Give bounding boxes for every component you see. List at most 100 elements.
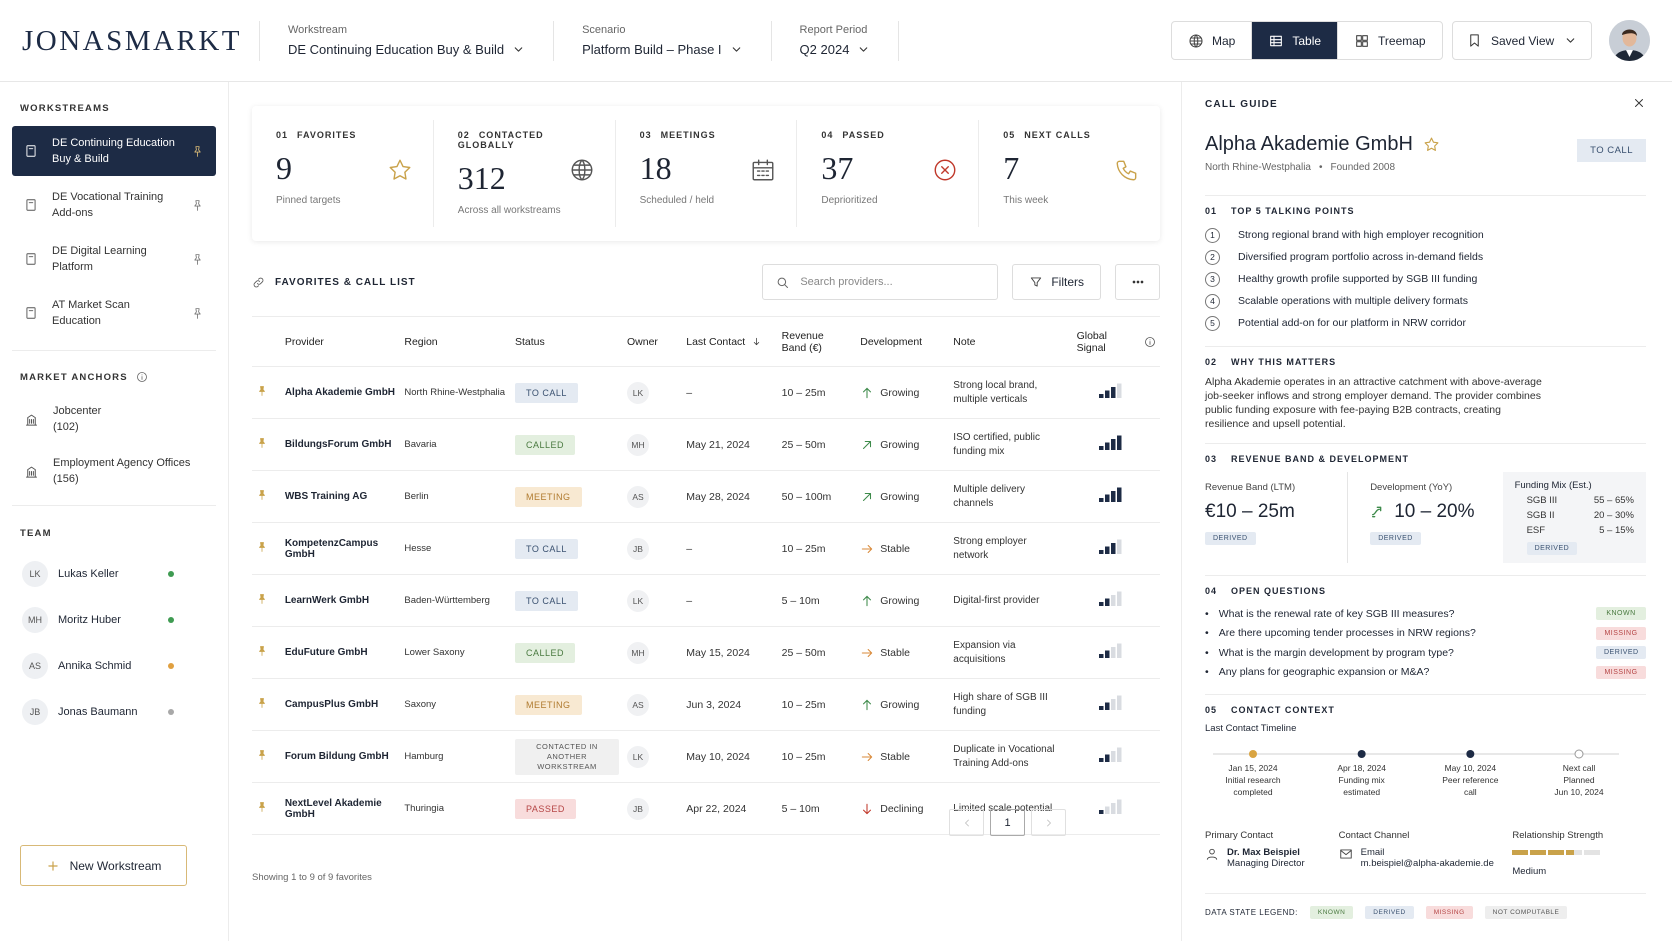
mix-title: Funding Mix (Est.) <box>1514 480 1592 491</box>
icon-pin <box>194 253 201 265</box>
provider-row[interactable]: NextLevel Akademie GmbH Thuringia PASSED JB… <box>252 782 1160 835</box>
icon-doc <box>26 307 36 319</box>
team-member[interactable]: AS Annika Schmid <box>12 643 216 689</box>
icon <box>512 43 525 56</box>
view-button[interactable]: Map <box>1172 22 1253 59</box>
revenue-band: Revenue Band (LTM) €10 – 25m DERIVED <box>1205 472 1347 563</box>
icon <box>860 698 874 712</box>
provider-row[interactable]: EduFuture GmbH Lower Saxony CALLED MH May 15… <box>252 626 1160 679</box>
signal-bar <box>1098 654 1104 658</box>
state-tag: DERIVED <box>1596 646 1646 660</box>
icon <box>191 307 204 320</box>
timeline-line: Peer reference <box>1442 775 1499 785</box>
workstream-item[interactable]: DE Vocational Training Add-ons <box>12 180 216 230</box>
icon <box>1114 157 1140 183</box>
signal-bar <box>1104 546 1110 554</box>
filter-dropdown[interactable]: Scenario Platform Build – Phase I <box>554 20 772 61</box>
next-page[interactable] <box>1031 809 1066 836</box>
signal-bar <box>1104 702 1110 710</box>
team-member[interactable]: MH Moritz Huber <box>12 597 216 643</box>
new-workstream-button[interactable]: New Workstream <box>20 845 187 886</box>
header: JONASMARKT Workstream DE Continuing Educat… <box>0 0 1672 82</box>
column-header[interactable]: Revenue Band (€) <box>777 316 857 367</box>
saved-view[interactable]: Saved View <box>1452 21 1592 60</box>
point-text: Healthy growth profile supported by SGB … <box>1238 273 1478 285</box>
section-number: 05 <box>1205 705 1218 715</box>
team-name: Annika Schmid <box>58 660 132 672</box>
column-header[interactable]: Development <box>856 316 950 367</box>
pin-cell <box>252 626 281 679</box>
column-label-wrap: Development <box>860 336 922 348</box>
icon-dots <box>1132 280 1143 284</box>
kpi-heading: 03 MEETINGS <box>640 130 777 140</box>
status-cell: TO CALL <box>510 574 623 627</box>
signal-bars <box>1098 695 1122 710</box>
section-title: 03 REVENUE BAND & DEVELOPMENT <box>1205 454 1646 464</box>
column-header[interactable]: Last Contact <box>682 316 778 367</box>
filter-label: Workstream <box>288 24 348 36</box>
provider-row[interactable]: BildungsForum GmbH Bavaria CALLED MH May 21,… <box>252 418 1160 471</box>
current-page[interactable]: 1 <box>990 809 1025 836</box>
column-header[interactable]: Note <box>949 316 1073 367</box>
anchor-item[interactable]: Employment Agency Offices (156) <box>12 449 216 493</box>
anchor-item[interactable]: Jobcenter (102) <box>12 397 216 441</box>
close-button[interactable] <box>1632 96 1646 113</box>
main: 01 FAVORITES 9 Pinned targets 02 CONTACTED GL… <box>229 82 1181 941</box>
timeline-line: call <box>1463 787 1477 797</box>
icon-pin <box>259 646 265 656</box>
column-header[interactable]: Global Signal <box>1072 316 1160 367</box>
column-header[interactable]: Provider <box>280 316 401 367</box>
note: Strong local brand, multiple verticals <box>949 366 1073 419</box>
filter-dropdown[interactable]: Report Period Q2 2024 <box>772 20 900 61</box>
last-contact: May 15, 2024 <box>682 626 778 679</box>
view-button[interactable]: Treemap <box>1338 22 1442 59</box>
workstream-item[interactable]: DE Continuing Education Buy & Build <box>12 126 216 176</box>
filters-button[interactable]: Filters <box>1012 264 1101 300</box>
filter-dropdown[interactable]: Workstream DE Continuing Education Buy & … <box>260 20 555 61</box>
workstream-item[interactable]: DE Digital Learning Platform <box>12 234 216 284</box>
icon <box>24 464 39 479</box>
point-text: Potential add-on for our platform in NRW… <box>1238 317 1466 329</box>
search-box[interactable]: Search providers... <box>762 264 999 300</box>
icon-pin <box>259 542 265 552</box>
contact-details: Primary Contact Dr. Max Beispiel Managing … <box>1205 830 1646 877</box>
view-button[interactable]: Table <box>1252 22 1339 59</box>
column-header[interactable]: Status <box>510 316 623 367</box>
provider-row[interactable]: LearnWerk GmbH Baden-Württemberg TO CALL LK… <box>252 574 1160 627</box>
workstream-item[interactable]: AT Market Scan Education <box>12 288 216 338</box>
provider-row[interactable]: Forum Bildung GmbH Hamburg CONTACTED IN AN… <box>252 730 1160 783</box>
kpi-value: 18 <box>639 150 672 186</box>
talking-point: 2 Diversified program portfolio across in… <box>1205 246 1646 268</box>
icon-upright <box>863 440 872 449</box>
last-contact: May 21, 2024 <box>682 418 778 471</box>
column-header[interactable]: Region <box>400 316 511 367</box>
team-member[interactable]: LK Lukas Keller <box>12 551 216 597</box>
avatar[interactable] <box>1609 20 1650 61</box>
development-label: Stable <box>880 750 911 763</box>
column-label-wrap: Status <box>515 336 545 348</box>
prev-page[interactable] <box>949 809 984 836</box>
icon-right <box>862 648 873 657</box>
column-header[interactable]: Owner <box>622 316 683 367</box>
kpi: 02 CONTACTED GLOBALLY 312 Across all workst… <box>434 120 616 227</box>
last-contact: – <box>682 366 778 419</box>
icon-pin <box>194 199 201 211</box>
more-button[interactable] <box>1115 264 1160 300</box>
provider-row[interactable]: CampusPlus GmbH Saxony MEETING AS Jun 3, 202… <box>252 678 1160 731</box>
provider-row[interactable]: Alpha Akademie GmbH North Rhine-Westphali… <box>252 366 1160 419</box>
question-text: Any plans for geographic expansion or M&… <box>1218 666 1430 679</box>
sidebar: WORKSTREAMS DE Continuing Education Buy &… <box>0 82 229 941</box>
icon <box>256 801 268 813</box>
owner-cell: AS <box>622 678 683 731</box>
anchor-count: (156) <box>53 473 79 485</box>
development-label: Stable <box>880 646 911 659</box>
development: Growing <box>860 698 945 712</box>
kpi-number: 03 <box>639 130 652 140</box>
kpi: 01 FAVORITES 9 Pinned targets <box>252 120 434 227</box>
team-member[interactable]: JB Jonas Baumann <box>12 689 216 735</box>
provider-row[interactable]: KompetenzCampus GmbH Hesse TO CALL JB –10 – … <box>252 522 1160 575</box>
signal-cell <box>1072 366 1160 419</box>
provider-row[interactable]: WBS Training AG Berlin MEETING AS May 28, 20… <box>252 470 1160 523</box>
list-header: FAVORITES & CALL LIST Search providers...… <box>252 264 1160 300</box>
